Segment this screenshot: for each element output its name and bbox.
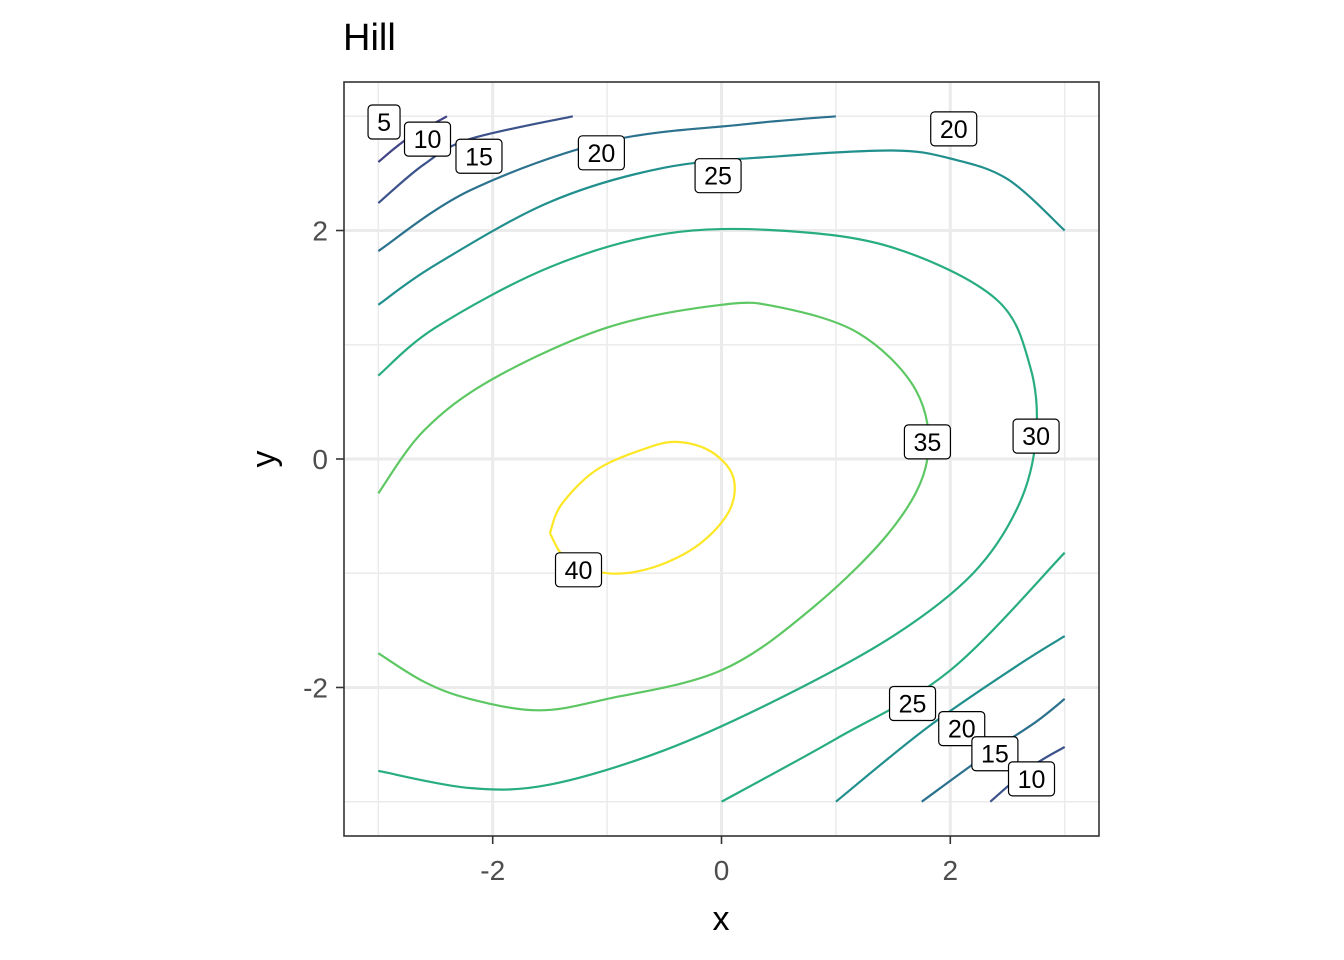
contour-label-text: 35 <box>914 429 942 457</box>
contour-label-box <box>888 685 937 722</box>
x-tick-label: -2 <box>480 855 505 886</box>
x-tick-label: 0 <box>714 855 730 886</box>
contour-label-box <box>367 104 401 140</box>
contour-line-20 <box>377 149 1066 306</box>
contour-label-text: 5 <box>377 109 391 137</box>
contour-label-box <box>903 424 952 460</box>
contour-label-box <box>403 121 452 157</box>
y-tick-label: -2 <box>303 672 328 703</box>
y-tick-label: 2 <box>312 216 328 247</box>
contour-label-text: 30 <box>1022 423 1050 451</box>
y-axis: -2 0 2 <box>303 216 344 703</box>
contour-label: 25 <box>888 685 937 722</box>
y-tick-label: 0 <box>312 444 328 475</box>
contour-label: 25 <box>694 158 742 194</box>
x-axis-title: x <box>713 900 730 938</box>
contour-line-25 <box>377 227 1039 791</box>
contour-label-box <box>694 158 742 194</box>
contour-label-text: 15 <box>981 741 1009 769</box>
contour-line-10 <box>377 115 574 204</box>
contour-label: 30 <box>1012 418 1060 454</box>
contour-label: 35 <box>903 424 952 460</box>
contour-label-text: 15 <box>465 143 493 171</box>
contour-line-20 <box>835 635 1066 803</box>
chart-title: Hill <box>343 17 396 59</box>
contour-label-text: 20 <box>948 716 976 744</box>
contour-label: 20 <box>577 135 625 171</box>
contour-label-text: 20 <box>940 116 968 144</box>
contour-label-text: 10 <box>1018 766 1046 794</box>
x-axis: -2 0 2 <box>480 836 958 886</box>
contour-label: 5 <box>367 104 401 140</box>
x-tick-label: 2 <box>942 855 958 886</box>
contour-label-text: 10 <box>414 126 442 154</box>
contour-label-box <box>971 736 1019 772</box>
contour-label-box <box>930 111 978 147</box>
contour-label-text: 25 <box>899 690 927 718</box>
contour-label-box <box>554 552 603 588</box>
contour-label: 20 <box>930 111 978 147</box>
contour-line-35 <box>548 440 736 575</box>
contour-label-text: 25 <box>704 163 732 191</box>
contour-label: 15 <box>971 736 1019 772</box>
contour-label-box <box>1007 761 1056 797</box>
contour-line-30 <box>377 301 930 712</box>
contour-label-text: 40 <box>565 557 593 585</box>
contour-label-box <box>577 135 625 171</box>
contour-label-box <box>455 138 503 174</box>
contour-label: 15 <box>455 138 503 174</box>
y-axis-title: y <box>245 451 283 468</box>
contour-label-box <box>1012 418 1060 454</box>
contour-label-text: 20 <box>587 140 615 168</box>
contour-label: 40 <box>554 552 603 588</box>
contour-label: 10 <box>403 121 452 157</box>
contour-label: 10 <box>1007 761 1056 797</box>
